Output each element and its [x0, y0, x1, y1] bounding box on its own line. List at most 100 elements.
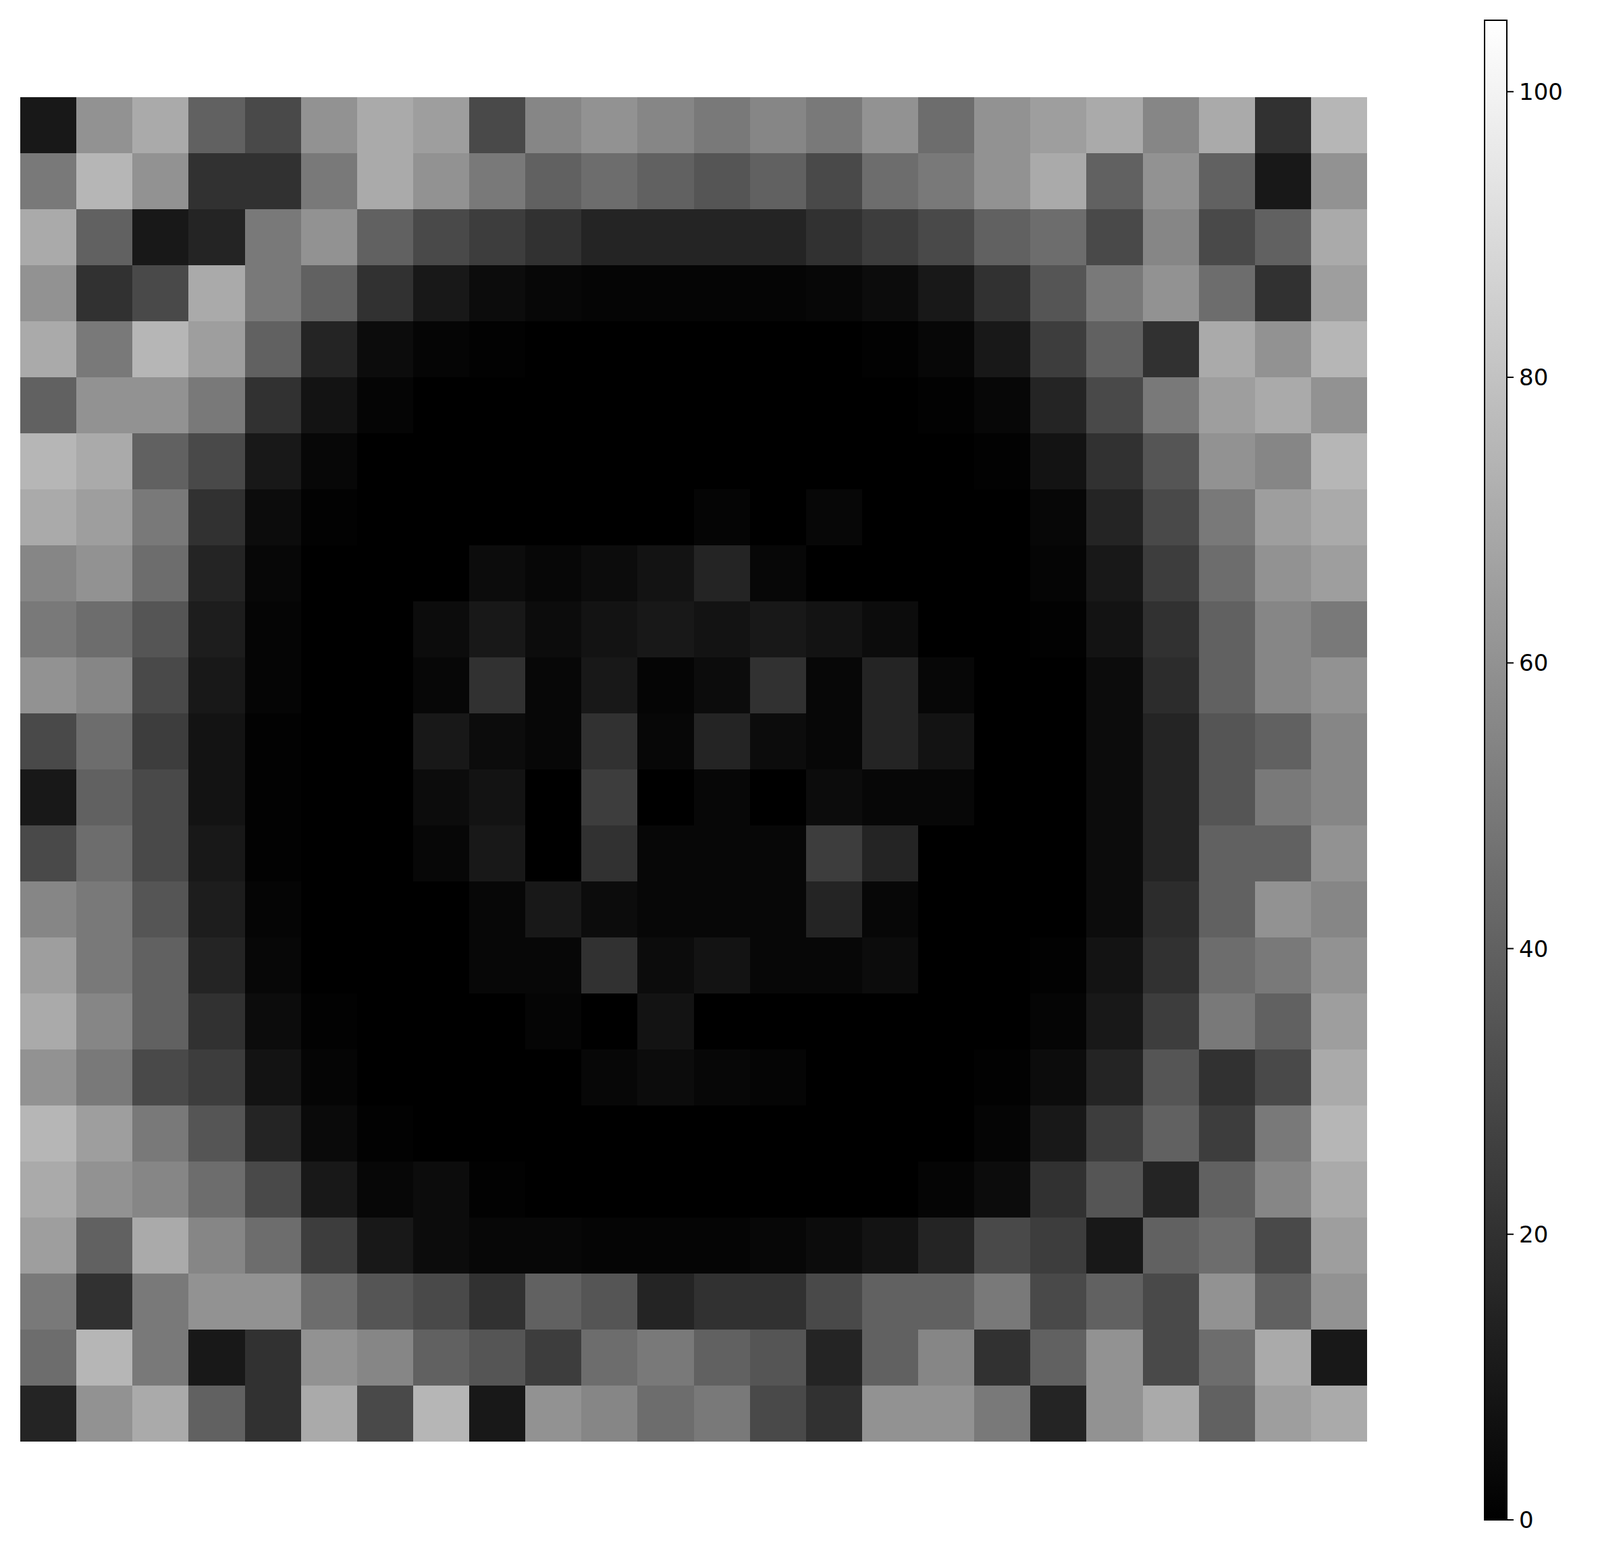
cell	[245, 153, 302, 210]
cell	[918, 1049, 975, 1107]
cell	[694, 1161, 751, 1219]
cell	[862, 601, 919, 659]
cell	[806, 1385, 863, 1443]
cell	[1142, 1049, 1200, 1107]
cell	[806, 601, 863, 659]
cell	[1255, 97, 1312, 154]
cell	[132, 209, 190, 266]
cell	[1142, 769, 1200, 827]
cell	[245, 321, 302, 379]
cell	[1030, 433, 1087, 491]
cell	[76, 601, 133, 659]
cell	[750, 1161, 807, 1219]
cell	[750, 97, 807, 154]
cell	[20, 769, 77, 827]
cell	[1198, 1385, 1256, 1443]
cell	[1142, 993, 1200, 1051]
cell	[76, 993, 133, 1051]
cell	[301, 769, 358, 827]
cell	[301, 1049, 358, 1107]
cell	[301, 433, 358, 491]
cell	[750, 993, 807, 1051]
cell	[750, 489, 807, 547]
cell	[20, 321, 77, 379]
cell	[918, 713, 975, 771]
cell	[1198, 601, 1256, 659]
cell	[525, 657, 582, 715]
cell	[637, 601, 695, 659]
cell	[1255, 265, 1312, 323]
cell	[750, 1385, 807, 1443]
cell	[525, 713, 582, 771]
cell	[581, 1161, 638, 1219]
cell	[188, 321, 246, 379]
cell	[188, 825, 246, 883]
cell	[1311, 1217, 1368, 1275]
cell	[357, 825, 414, 883]
cell	[188, 1049, 246, 1107]
cell	[469, 769, 526, 827]
cell	[76, 489, 133, 547]
cell	[1086, 265, 1143, 323]
cell	[525, 601, 582, 659]
cell	[694, 377, 751, 435]
cell	[1255, 1105, 1312, 1163]
cell	[1030, 657, 1087, 715]
cell	[862, 1385, 919, 1443]
cell	[637, 377, 695, 435]
cell	[20, 937, 77, 995]
cell	[750, 1329, 807, 1387]
cell	[469, 713, 526, 771]
cell	[637, 265, 695, 323]
colorbar-tick	[1506, 376, 1514, 379]
cell	[20, 825, 77, 883]
cell	[1255, 713, 1312, 771]
cell	[469, 1161, 526, 1219]
cell	[974, 377, 1031, 435]
cell	[1255, 657, 1312, 715]
cell	[413, 1329, 470, 1387]
cell	[1030, 1273, 1087, 1331]
cell	[1198, 713, 1256, 771]
cell	[918, 825, 975, 883]
cell	[1198, 1049, 1256, 1107]
cell	[637, 993, 695, 1051]
cell	[301, 377, 358, 435]
cell	[301, 1161, 358, 1219]
cell	[188, 265, 246, 323]
cell	[76, 1273, 133, 1331]
cell	[20, 1329, 77, 1387]
cell	[188, 489, 246, 547]
cell	[413, 1273, 470, 1331]
cell	[694, 209, 751, 266]
cell	[188, 601, 246, 659]
cell	[525, 97, 582, 154]
colorbar-tick-label: 20	[1518, 1221, 1549, 1249]
cell	[750, 1105, 807, 1163]
cell	[1030, 321, 1087, 379]
cell	[469, 1329, 526, 1387]
cell	[188, 1217, 246, 1275]
cell	[245, 433, 302, 491]
cell	[301, 1217, 358, 1275]
cell	[413, 601, 470, 659]
colorbar-tick	[1506, 1234, 1514, 1236]
cell	[862, 769, 919, 827]
cell	[1198, 937, 1256, 995]
cell	[1086, 1385, 1143, 1443]
cell	[357, 1329, 414, 1387]
cell	[245, 1273, 302, 1331]
cell	[1198, 657, 1256, 715]
cell	[20, 545, 77, 603]
cell	[1030, 1161, 1087, 1219]
cell	[862, 937, 919, 995]
cell	[357, 377, 414, 435]
cell	[750, 937, 807, 995]
cell	[76, 377, 133, 435]
cell	[188, 713, 246, 771]
cell	[1142, 657, 1200, 715]
cell	[413, 1105, 470, 1163]
cell	[132, 713, 190, 771]
cell	[357, 993, 414, 1051]
cell	[974, 769, 1031, 827]
